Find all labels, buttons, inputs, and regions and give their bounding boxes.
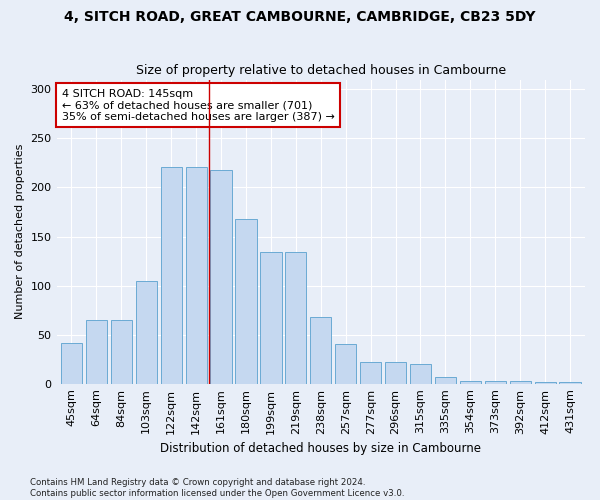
Text: Contains HM Land Registry data © Crown copyright and database right 2024.
Contai: Contains HM Land Registry data © Crown c…	[30, 478, 404, 498]
Bar	[485, 380, 506, 384]
Bar	[260, 252, 281, 384]
Text: 4, SITCH ROAD, GREAT CAMBOURNE, CAMBRIDGE, CB23 5DY: 4, SITCH ROAD, GREAT CAMBOURNE, CAMBRIDG…	[64, 10, 536, 24]
Bar	[410, 364, 431, 384]
Bar	[111, 320, 132, 384]
Bar	[235, 219, 257, 384]
Bar	[285, 252, 307, 384]
Bar	[211, 170, 232, 384]
Title: Size of property relative to detached houses in Cambourne: Size of property relative to detached ho…	[136, 64, 506, 77]
X-axis label: Distribution of detached houses by size in Cambourne: Distribution of detached houses by size …	[160, 442, 481, 455]
Y-axis label: Number of detached properties: Number of detached properties	[15, 144, 25, 320]
Bar	[86, 320, 107, 384]
Bar	[435, 377, 456, 384]
Bar	[509, 380, 531, 384]
Bar	[460, 380, 481, 384]
Bar	[161, 167, 182, 384]
Bar	[185, 167, 207, 384]
Bar	[385, 362, 406, 384]
Text: 4 SITCH ROAD: 145sqm
← 63% of detached houses are smaller (701)
35% of semi-deta: 4 SITCH ROAD: 145sqm ← 63% of detached h…	[62, 88, 335, 122]
Bar	[310, 317, 331, 384]
Bar	[136, 280, 157, 384]
Bar	[559, 382, 581, 384]
Bar	[360, 362, 381, 384]
Bar	[61, 344, 82, 384]
Bar	[535, 382, 556, 384]
Bar	[335, 344, 356, 384]
